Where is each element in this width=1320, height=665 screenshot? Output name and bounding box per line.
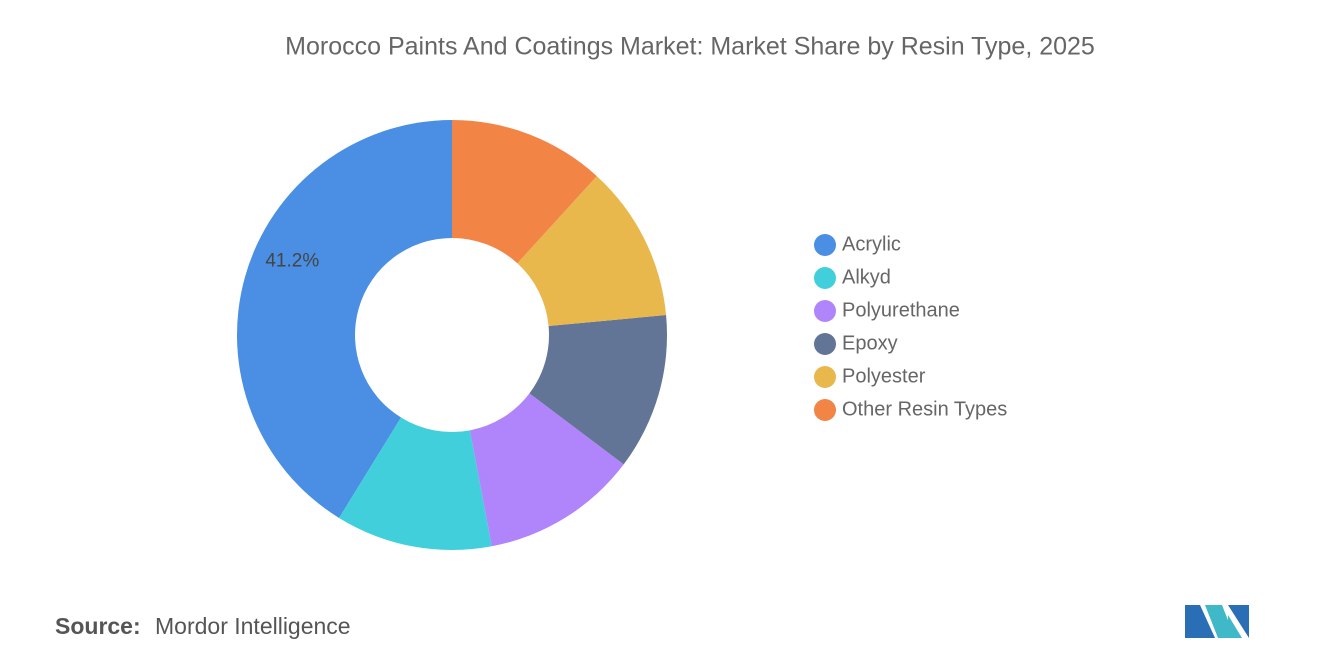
legend-label: Polyester — [842, 365, 926, 387]
legend-swatch — [814, 234, 836, 256]
logo — [1185, 605, 1249, 638]
legend-swatch — [814, 333, 836, 355]
value-label: 41.2% — [265, 251, 319, 272]
legend-label: Alkyd — [842, 266, 891, 288]
legend-label: Acrylic — [842, 233, 901, 255]
legend-label: Epoxy — [842, 332, 898, 354]
legend-label: Polyurethane — [842, 299, 960, 321]
slice — [452, 120, 597, 264]
slice — [339, 417, 492, 550]
slice — [469, 393, 624, 547]
source-text: Mordor Intelligence — [155, 613, 351, 639]
legend-swatch — [814, 300, 836, 322]
slice — [237, 120, 452, 518]
slice — [517, 176, 667, 326]
chart-title: Morocco Paints And Coatings Market: Mark… — [285, 33, 1095, 61]
slice — [529, 315, 667, 465]
legend-label: Other Resin Types — [842, 398, 1007, 420]
legend-swatch — [814, 267, 836, 289]
legend-swatch — [814, 366, 836, 388]
source-label: Source: — [55, 613, 141, 639]
legend-swatch — [814, 399, 836, 421]
